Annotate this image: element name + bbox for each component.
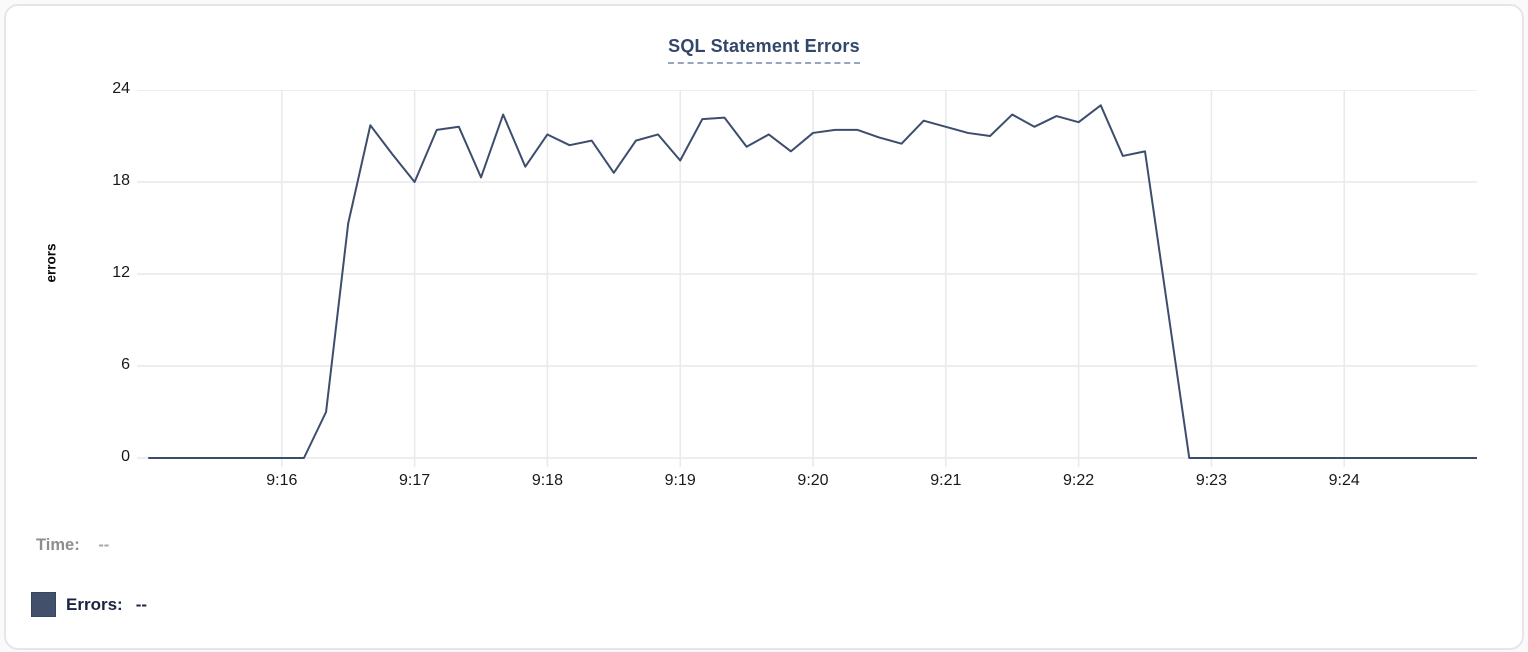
time-value: -- [98,536,110,554]
x-tick-label: 9:19 [664,472,696,489]
chart-card: SQL Statement Errors errors 0 6 12 18 24 9:1… [4,4,1524,650]
x-tick-label: 9:18 [531,472,563,489]
y-tick-label: 6 [121,356,130,373]
x-tick-label: 9:22 [1063,472,1095,489]
x-tick-label: 9:24 [1328,472,1360,489]
x-tick-label: 9:21 [930,472,962,489]
y-tick-label: 18 [112,172,130,189]
y-axis-label: errors [43,243,59,283]
errors-value: -- [135,594,148,614]
hover-readout-time: Time: -- [36,536,109,555]
series-line-errors[interactable] [148,104,1477,459]
x-tick-label: 9:16 [266,472,298,489]
y-tick-label: 0 [121,448,130,465]
errors-series-swatch [31,592,56,617]
x-tick-label: 9:20 [797,472,829,489]
errors-label: Errors: [66,594,123,614]
line-chart-plot[interactable] [137,90,1477,468]
chart-title[interactable]: SQL Statement Errors [668,36,860,64]
time-label: Time: [36,536,80,554]
chart-title-row: SQL Statement Errors [6,36,1522,64]
legend-item-errors[interactable]: Errors: -- [31,592,147,617]
x-tick-label: 9:23 [1195,472,1227,489]
y-tick-label: 24 [112,80,130,97]
x-tick-label: 9:17 [399,472,431,489]
y-tick-label: 12 [112,264,130,281]
